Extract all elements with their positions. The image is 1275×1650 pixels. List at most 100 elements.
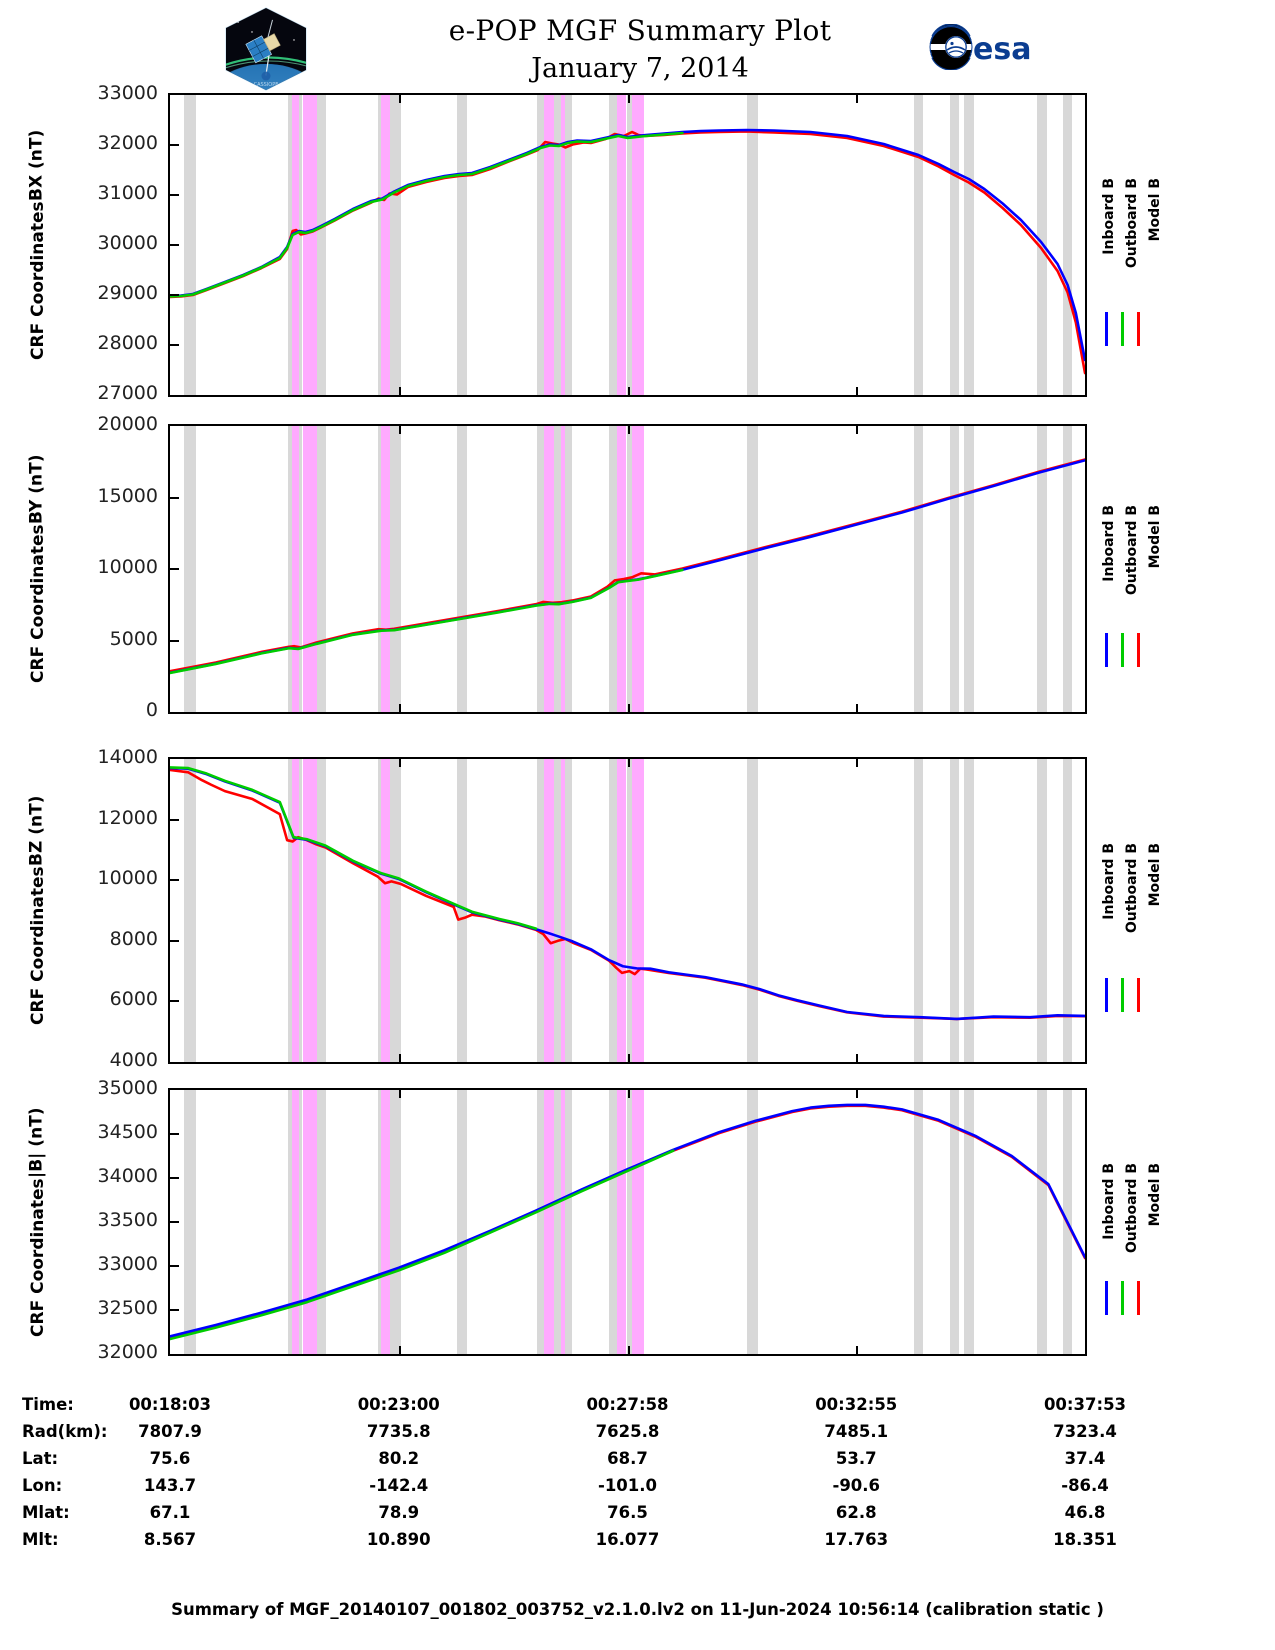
shading-band-grey <box>964 426 975 712</box>
y-tick-mark <box>170 1000 179 1003</box>
plot-area-by[interactable] <box>168 424 1087 714</box>
y-axis-label-by: CRF Coordinates BY (nT) <box>18 424 60 714</box>
shading-band-grey <box>913 426 924 712</box>
x-tick-mark <box>856 95 859 103</box>
ephemeris-value: 62.8 <box>835 1503 877 1522</box>
plot-area-bmag[interactable] <box>168 1088 1087 1356</box>
legend-label-model-b: Model B <box>1147 842 1163 907</box>
ephemeris-row-key: Lat: <box>22 1449 59 1468</box>
shading-band-grey <box>457 426 468 712</box>
y-tick-label: 12000 <box>97 806 158 829</box>
shading-band-grey <box>317 426 326 712</box>
x-tick-mark <box>627 426 630 434</box>
shading-band-grey <box>317 95 326 395</box>
series-canvas-bz <box>170 766 1085 1021</box>
x-tick-mark <box>627 704 630 712</box>
y-axis-label-line-1: CRF Coordinates <box>28 201 49 360</box>
shading-band-grey <box>913 95 924 395</box>
x-tick-mark <box>856 426 859 434</box>
plot-panel-bz: 4000 6000 8000 10000 12000 14000 CRF Coordinat… <box>0 746 1275 1071</box>
shading-band-pink <box>632 95 644 395</box>
legend-swatch-model-b <box>1137 978 1140 1013</box>
legend-swatch-outboard-b <box>1121 1280 1124 1315</box>
legend-swatch-model-b <box>1137 311 1140 346</box>
y-tick-label: 5000 <box>109 627 158 650</box>
plot-area-bx[interactable] <box>168 93 1087 397</box>
x-tick-mark <box>627 759 630 767</box>
ephemeris-value: 37.4 <box>1064 1449 1106 1468</box>
x-tick-mark <box>398 1054 401 1062</box>
shading-band-grey <box>1063 426 1073 712</box>
ephemeris-value: 7735.8 <box>366 1422 431 1441</box>
ephemeris-value: 53.7 <box>835 1449 877 1468</box>
legend-label-model-b: Model B <box>1147 505 1163 569</box>
x-tick-mark <box>398 95 401 103</box>
ephemeris-row: Time: 00:18:03 00:23:00 00:27:58 00:32:55 00:… <box>0 1395 1275 1422</box>
shading-band-grey <box>317 1090 326 1354</box>
ephemeris-row-key: Lon: <box>22 1476 63 1495</box>
shading-band-pink <box>560 759 566 1062</box>
x-tick-mark <box>398 1090 401 1098</box>
x-tick-mark <box>856 759 859 767</box>
shading-band-pink <box>381 759 390 1062</box>
ephemeris-value: 16.077 <box>595 1530 660 1549</box>
shading-band-pink <box>291 1090 299 1354</box>
ephemeris-value: 67.1 <box>149 1503 191 1522</box>
shading-band-grey <box>950 1090 959 1354</box>
y-axis-label-bx: CRF Coordinates BX (nT) <box>18 93 60 397</box>
legend-label-outboard-b: Outboard B <box>1124 178 1140 269</box>
ephemeris-row-key: Mlat: <box>22 1503 70 1522</box>
shading-band-pink <box>632 426 644 712</box>
shading-band-grey <box>317 759 326 1062</box>
ephemeris-value: 7485.1 <box>824 1422 889 1441</box>
cassiope-mission-logo-icon: CASSIOPE <box>222 6 310 92</box>
shading-band-grey <box>184 95 196 395</box>
esa-agency-logo-icon: esa <box>925 23 1045 71</box>
shading-band-pink <box>303 1090 318 1354</box>
y-tick-label: 34500 <box>97 1121 158 1143</box>
ephemeris-value: 143.7 <box>143 1476 197 1495</box>
y-tick-label: 14000 <box>97 746 158 768</box>
legend-label-inboard-b: Inboard B <box>1101 1163 1117 1240</box>
ephemeris-value: 00:32:55 <box>815 1395 898 1414</box>
y-tick-label: 34000 <box>97 1165 158 1187</box>
shading-band-grey <box>1063 95 1073 395</box>
shading-band-pink <box>560 1090 566 1354</box>
legend-labels: Inboard B Outboard B Model B <box>1101 178 1167 300</box>
ephemeris-value: 00:18:03 <box>128 1395 212 1414</box>
ephemeris-value: 46.8 <box>1064 1503 1106 1522</box>
legend-label-outboard-b: Outboard B <box>1124 842 1140 934</box>
legend-by: Inboard B Outboard B Model B <box>1095 424 1265 714</box>
y-axis-label-line-2: BZ (nT) <box>26 795 47 867</box>
y-tick-label: 35000 <box>97 1077 158 1099</box>
shading-band-grey <box>1037 426 1047 712</box>
plot-panel-by: 0 5000 10000 15000 20000 CRF Coordinates BY (n… <box>0 413 1275 721</box>
y-tick-label: 27000 <box>97 382 158 404</box>
y-tick-label: 32000 <box>97 132 158 154</box>
legend-label-model-b: Model B <box>1147 1163 1163 1227</box>
y-axis-label-line-2: BY (nT) <box>26 454 47 525</box>
legend-bx: Inboard B Outboard B Model B <box>1095 93 1265 397</box>
legend-labels: Inboard B Outboard B Model B <box>1101 1163 1167 1270</box>
y-tick-mark <box>170 244 179 246</box>
ephemeris-row-key: Rad(km): <box>22 1422 108 1441</box>
y-tick-label: 28000 <box>97 332 158 354</box>
svg-text:esa: esa <box>973 32 1031 67</box>
shading-band-grey <box>950 759 959 1062</box>
footer-note: Summary of MGF_20140107_001802_003752_v2… <box>171 1600 1104 1619</box>
series-line-outboard-b <box>170 1149 675 1341</box>
ephemeris-value: 17.763 <box>824 1530 889 1549</box>
y-tick-mark <box>170 294 179 296</box>
series-line-inboard-b <box>170 459 1085 674</box>
ephemeris-value: 78.9 <box>378 1503 420 1522</box>
series-line-inboard-b <box>170 128 1085 362</box>
shading-band-pink <box>544 1090 554 1354</box>
y-axis-label-line-2: |B| (nT) <box>26 1107 47 1178</box>
shading-band-grey <box>913 1090 924 1354</box>
shading-band-pink <box>291 759 299 1062</box>
series-line-inboard-b <box>170 766 1085 1021</box>
shading-band-grey <box>964 95 975 395</box>
plot-area-bz[interactable] <box>168 757 1087 1064</box>
x-tick-mark <box>856 387 859 395</box>
legend-swatch-inboard-b <box>1105 632 1108 667</box>
